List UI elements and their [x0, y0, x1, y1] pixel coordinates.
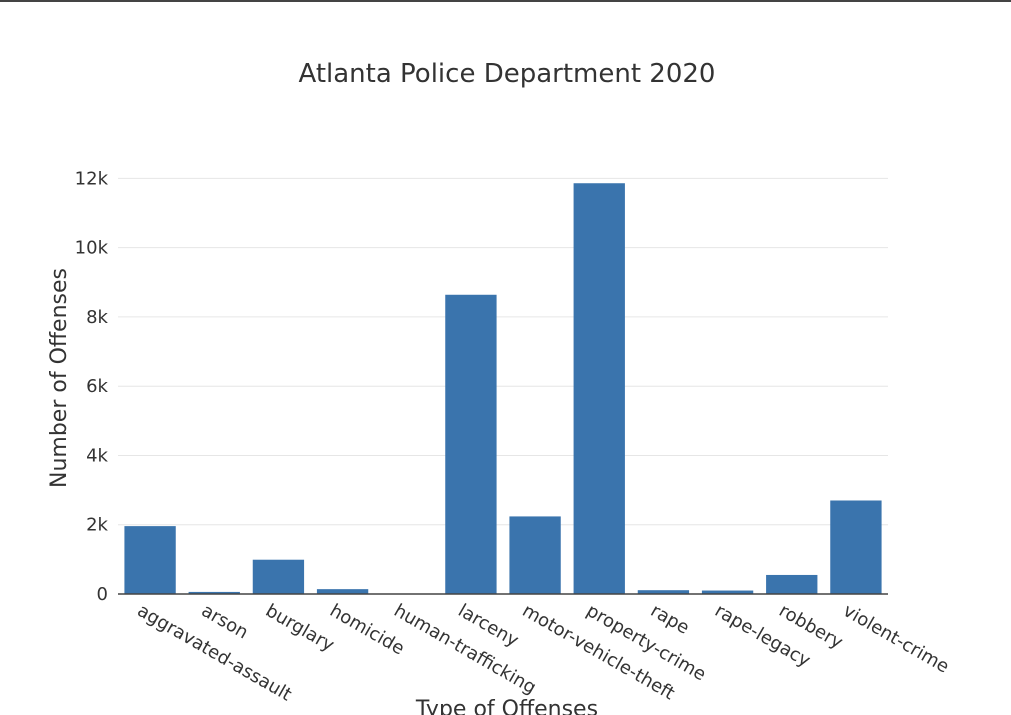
top-border [0, 0, 1011, 2]
x-tick-label: rape [647, 600, 693, 639]
grid-layer [118, 177, 888, 526]
bar-property-crime[interactable] [573, 183, 625, 595]
chart-title: Atlanta Police Department 2020 [299, 59, 716, 89]
y-tick-label: 6k [86, 376, 108, 397]
y-tick-label: 4k [86, 445, 108, 466]
x-tick-label: violent-crime [839, 600, 952, 677]
y-axis-title: Number of Offenses [47, 268, 72, 488]
bar-arson[interactable] [188, 591, 240, 594]
bar-rape-legacy[interactable] [701, 590, 754, 594]
bar-robbery[interactable] [766, 574, 818, 594]
y-tick-label: 10k [75, 238, 109, 259]
bar-larceny[interactable] [445, 294, 497, 594]
y-tick-label: 8k [86, 307, 108, 328]
y-tick-layer: 0 2k 4k 6k 8k 10k 12k [75, 168, 109, 605]
bar-aggravated-assault[interactable] [124, 526, 176, 594]
x-axis-title: Type of Offenses [415, 697, 598, 715]
y-tick-label: 0 [97, 584, 108, 605]
y-tick-label: 2k [86, 515, 108, 536]
bar-motor-vehicle-theft[interactable] [509, 516, 561, 594]
bar-burglary[interactable] [252, 559, 305, 594]
bar-rape[interactable] [637, 590, 690, 594]
bar-homicide[interactable] [316, 589, 369, 594]
bar-violent-crime[interactable] [830, 500, 882, 594]
x-tick-label: burglary [262, 600, 338, 656]
y-tick-label: 12k [75, 168, 109, 189]
bar-layer [124, 183, 882, 595]
